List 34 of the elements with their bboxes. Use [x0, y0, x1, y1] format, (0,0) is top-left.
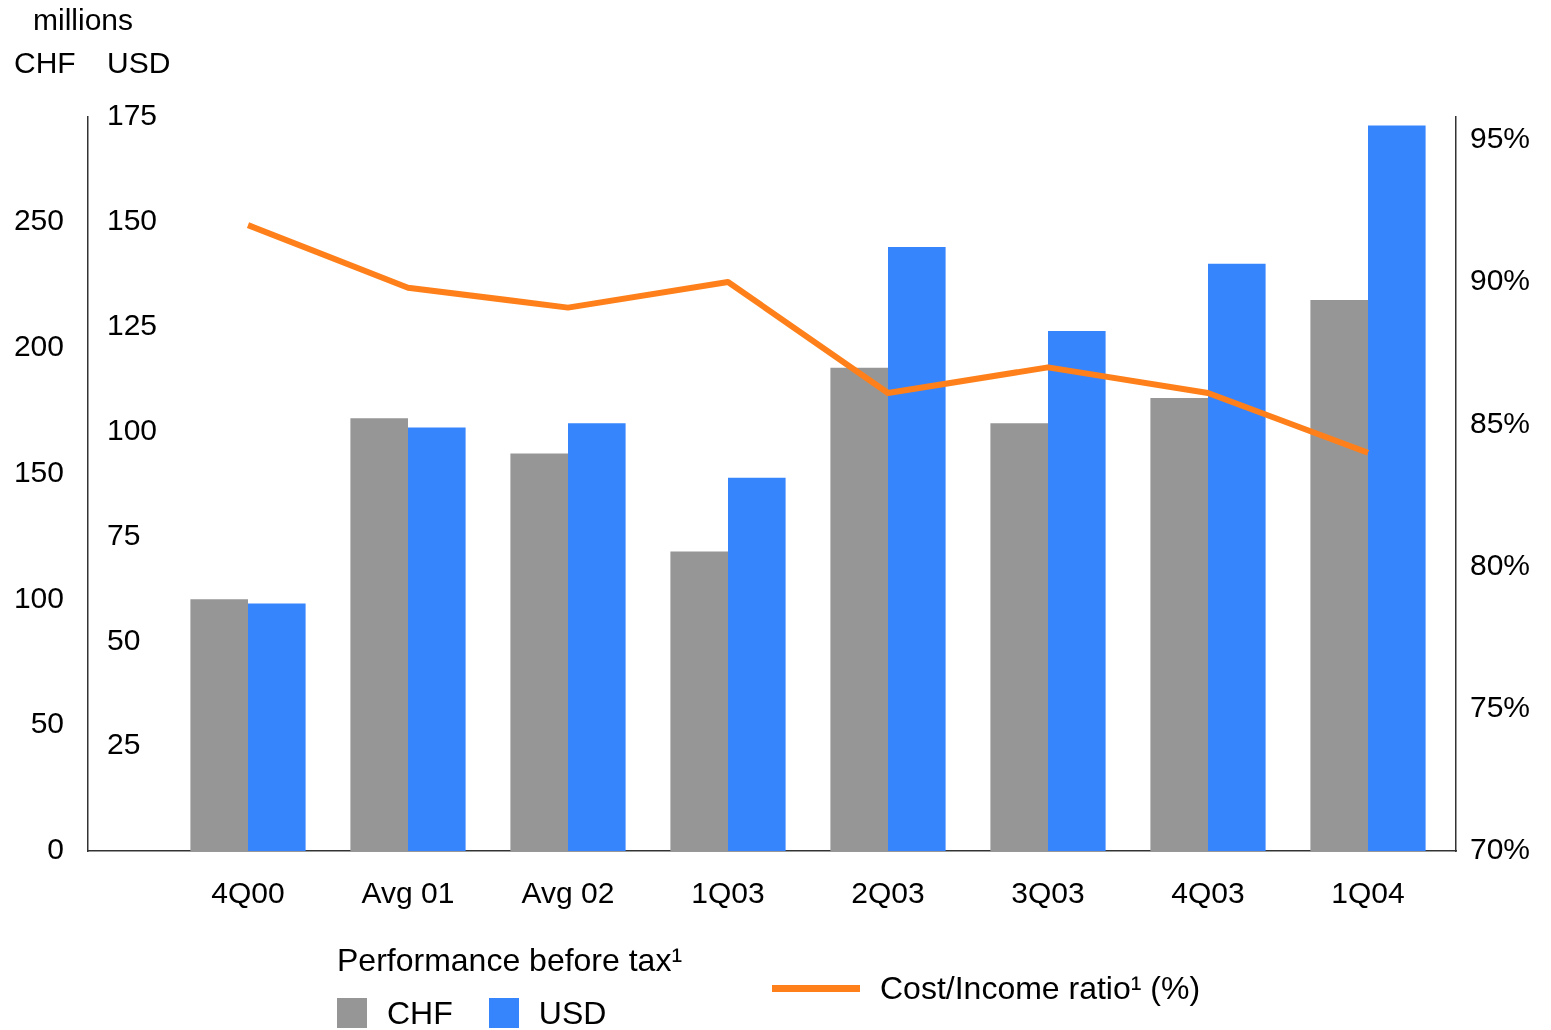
y2-tick-label: 100: [107, 412, 158, 446]
x-tick-label: Avg 01: [361, 876, 455, 910]
legend-label: USD: [538, 995, 607, 1030]
y3-tick-label: 80%: [1470, 547, 1531, 581]
y2-tick-label: 25: [107, 727, 141, 761]
y-tick-label: 100: [13, 580, 64, 614]
y-tick-label: 50: [30, 706, 64, 740]
y3-tick-label: 70%: [1470, 832, 1531, 866]
y3-tick-label: 75%: [1470, 690, 1531, 724]
y-tick-label: 150: [13, 454, 64, 488]
y-tick-label: 200: [13, 329, 64, 363]
y2-axis-title: USD: [107, 45, 171, 81]
y3-tick-label: 95%: [1470, 121, 1531, 155]
legend-title: Performance before tax¹: [337, 942, 683, 978]
y2-tick-label: 125: [107, 307, 158, 341]
y2-tick-label: 150: [107, 203, 158, 237]
y2-tick-label: 50: [107, 622, 141, 656]
x-tick-label: 4Q00: [211, 876, 285, 910]
y3-tick-label: 90%: [1470, 263, 1531, 297]
x-tick-label: 4Q03: [1171, 876, 1245, 910]
legend-label: Cost/Income ratio¹ (%): [880, 970, 1201, 1006]
y2-tick-label: 75: [107, 517, 141, 551]
y-tick-label: 0: [47, 832, 64, 866]
y3-tick-label: 85%: [1470, 405, 1531, 439]
legend-label: CHF: [387, 995, 453, 1030]
y-tick-label: 250: [13, 203, 64, 237]
x-tick-label: 3Q03: [1011, 876, 1085, 910]
y2-tick-label: 175: [107, 98, 158, 132]
y-axis-title: CHF: [14, 45, 76, 81]
x-tick-label: 2Q03: [851, 876, 925, 910]
x-tick-label: 1Q03: [691, 876, 765, 910]
x-tick-label: 1Q04: [1331, 876, 1405, 910]
x-tick-label: Avg 02: [521, 876, 615, 910]
text: millions: [33, 2, 134, 38]
